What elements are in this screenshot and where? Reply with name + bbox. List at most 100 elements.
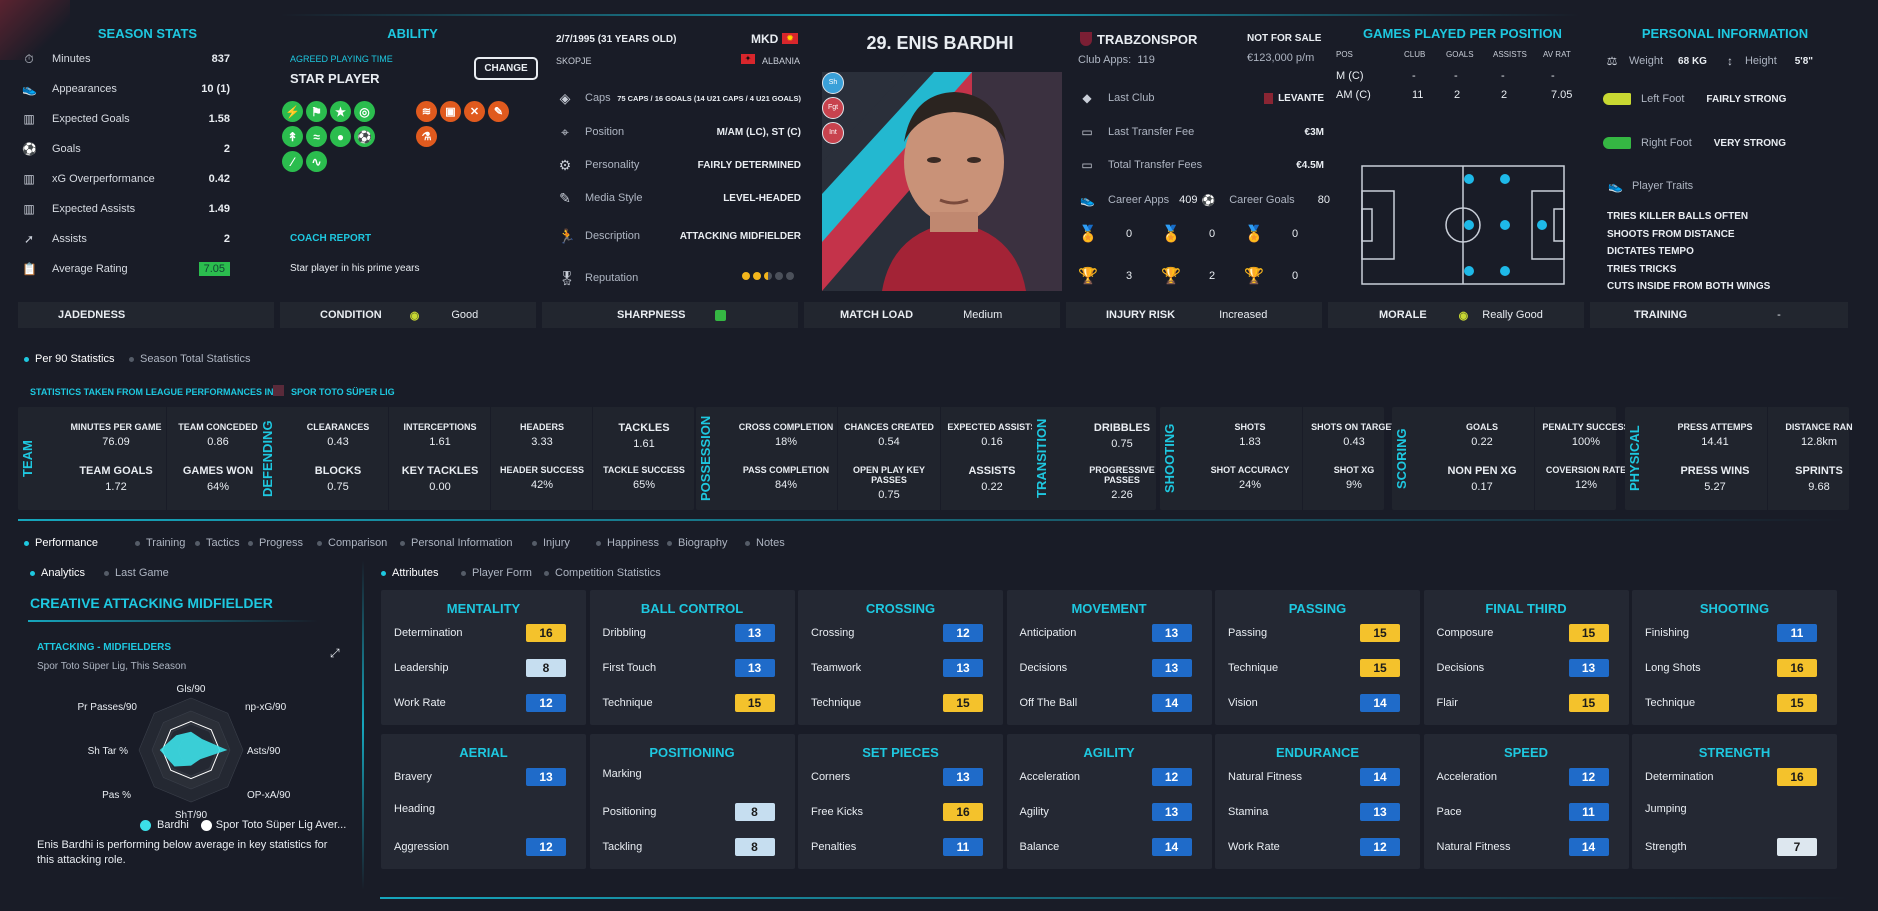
attribute-row[interactable]: First Touch 13 [603, 659, 775, 677]
subtab-attributes[interactable]: Attributes [381, 567, 438, 579]
attribute-row[interactable]: Tackling 8 [603, 838, 775, 856]
attribute-row[interactable]: Technique 15 [1645, 694, 1817, 712]
ribbon-icon: 🎖 [558, 270, 576, 286]
attribute-row[interactable]: Decisions 13 [1437, 659, 1609, 677]
attribute-row[interactable]: Teamwork 13 [811, 659, 983, 677]
attribute-row[interactable]: Balance 14 [1020, 838, 1192, 856]
tab-dot [135, 540, 140, 546]
attribute-row[interactable]: Stamina 13 [1228, 803, 1400, 821]
tab-per90-statistics[interactable]: Per 90 Statistics [24, 353, 114, 365]
attribute-row[interactable]: Flair 15 [1437, 694, 1609, 712]
attribute-row[interactable]: Strength 7 [1645, 838, 1817, 856]
attribute-row[interactable]: Free Kicks 16 [811, 803, 983, 821]
bio-value: M/AM (LC), ST (C) [716, 126, 801, 138]
subtab-label: Player Form [472, 567, 532, 579]
attribute-row[interactable]: Passing 15 [1228, 624, 1400, 642]
left-foot-label: Left Foot [1641, 93, 1685, 105]
player-weakness-icons: ≋ ▣ ✕ ✎ ⚗ [416, 101, 526, 151]
shield-icon: ◆ [1082, 91, 1092, 105]
stat-label: GAMES WON [182, 465, 254, 477]
attribute-row[interactable]: Off The Ball 14 [1020, 694, 1192, 712]
tab-personal-information[interactable]: Personal Information [400, 537, 513, 549]
attribute-row[interactable]: Aggression 12 [394, 838, 566, 856]
subtab-competition-statistics[interactable]: Competition Statistics [544, 567, 661, 579]
player-name: 29. ENIS BARDHI [866, 33, 1014, 53]
attribute-row[interactable]: Marking [603, 768, 775, 780]
attribute-row[interactable]: Agility 13 [1020, 803, 1192, 821]
subtab-last-game[interactable]: Last Game [104, 567, 169, 579]
attribute-row[interactable]: Technique 15 [1228, 659, 1400, 677]
tab-comparison[interactable]: Comparison [317, 537, 387, 549]
attribute-row[interactable]: Technique 15 [603, 694, 775, 712]
tab-biography[interactable]: Biography [667, 537, 728, 549]
levante-crest-icon [1264, 92, 1274, 104]
attribute-row[interactable]: Crossing 12 [811, 624, 983, 642]
ball-icon: ⚽ [22, 142, 37, 156]
attribute-row[interactable]: Positioning 8 [603, 803, 775, 821]
league-name: SPOR TOTO SÜPER LIG [291, 387, 395, 397]
tab-notes[interactable]: Notes [745, 537, 785, 549]
attribute-row[interactable]: Natural Fitness 14 [1228, 768, 1400, 786]
clipboard-icon: 📋 [22, 262, 37, 276]
attribute-value: 13 [1568, 659, 1609, 677]
stat-value: 42% [530, 479, 554, 491]
expand-icon[interactable]: ⤢ [330, 646, 340, 660]
attribute-row[interactable]: Natural Fitness 14 [1437, 838, 1609, 856]
attribute-group-title: ENDURANCE [1275, 745, 1360, 760]
attribute-row[interactable]: Acceleration 12 [1437, 768, 1609, 786]
club-row-value: LEVANTE [1278, 92, 1324, 104]
attribute-label: Teamwork [811, 662, 862, 674]
morale-icon: ◉ [1458, 309, 1469, 322]
tab-progress[interactable]: Progress [248, 537, 303, 549]
stat-value: 12.8km [1800, 436, 1838, 448]
attribute-value: 12 [943, 624, 983, 642]
bio-label: Description [585, 230, 641, 242]
tab-tactics[interactable]: Tactics [195, 537, 240, 549]
bottom-divider [380, 897, 1850, 899]
attribute-row[interactable]: Vision 14 [1228, 694, 1400, 712]
stat-cell: SHOTS 1.83 [1200, 422, 1300, 448]
tab-injury[interactable]: Injury [532, 537, 570, 549]
reputation-star-icon [764, 272, 772, 280]
career-goals-label: Career Goals [1229, 194, 1295, 206]
season-stat-value: 837 [211, 53, 230, 65]
attribute-row[interactable]: Heading [394, 803, 566, 815]
stat-divider [940, 407, 941, 510]
attribute-row[interactable]: Decisions 13 [1020, 659, 1192, 677]
change-playing-time-button[interactable]: CHANGE [474, 57, 538, 80]
season-stat-label: Goals [52, 143, 81, 155]
attribute-row[interactable]: Anticipation 13 [1020, 624, 1192, 642]
subtab-analytics[interactable]: Analytics [30, 567, 85, 579]
attribute-label: Free Kicks [811, 806, 863, 818]
tab-happiness[interactable]: Happiness [596, 537, 659, 549]
tab-season-total-statistics[interactable]: Season Total Statistics [129, 353, 250, 365]
attribute-row[interactable]: Work Rate 12 [394, 694, 566, 712]
attribute-row[interactable]: Composure 15 [1437, 624, 1609, 642]
attribute-row[interactable]: Penalties 11 [811, 838, 983, 856]
attribute-row[interactable]: Pace 11 [1437, 803, 1609, 821]
attribute-row[interactable]: Corners 13 [811, 768, 983, 786]
gpp-cell: AM (C) [1336, 89, 1371, 101]
subtab-player-form[interactable]: Player Form [461, 567, 532, 579]
attribute-row[interactable]: Dribbling 13 [603, 624, 775, 642]
attribute-row[interactable]: Work Rate 12 [1228, 838, 1400, 856]
attribute-group-speed: SPEED Acceleration 12 Pace 11 Natural Fitness… [1423, 734, 1629, 869]
attribute-row[interactable]: Determination 16 [1645, 768, 1817, 786]
coach-report-title: COACH REPORT [290, 233, 372, 244]
sharpness-bar: SHARPNESS [542, 302, 798, 328]
stat-label: PRESS WINS [1680, 465, 1750, 477]
attribute-label: Determination [1645, 771, 1714, 783]
attribute-row[interactable]: Leadership 8 [394, 659, 566, 677]
attribute-row[interactable]: Technique 15 [811, 694, 983, 712]
stat-divider [388, 407, 389, 510]
per90-label: Per 90 Statistics [35, 353, 115, 365]
tab-training[interactable]: Training [135, 537, 185, 549]
attribute-row[interactable]: Acceleration 12 [1020, 768, 1192, 786]
attribute-row[interactable]: Bravery 13 [394, 768, 566, 786]
attribute-row[interactable]: Finishing 11 [1645, 624, 1817, 642]
tab-performance[interactable]: Performance [24, 537, 98, 549]
attribute-row[interactable]: Jumping [1645, 803, 1817, 815]
stat-cell: PRESS ATTEMPS 14.41 [1665, 422, 1765, 448]
attribute-row[interactable]: Determination 16 [394, 624, 566, 642]
attribute-row[interactable]: Long Shots 16 [1645, 659, 1817, 677]
